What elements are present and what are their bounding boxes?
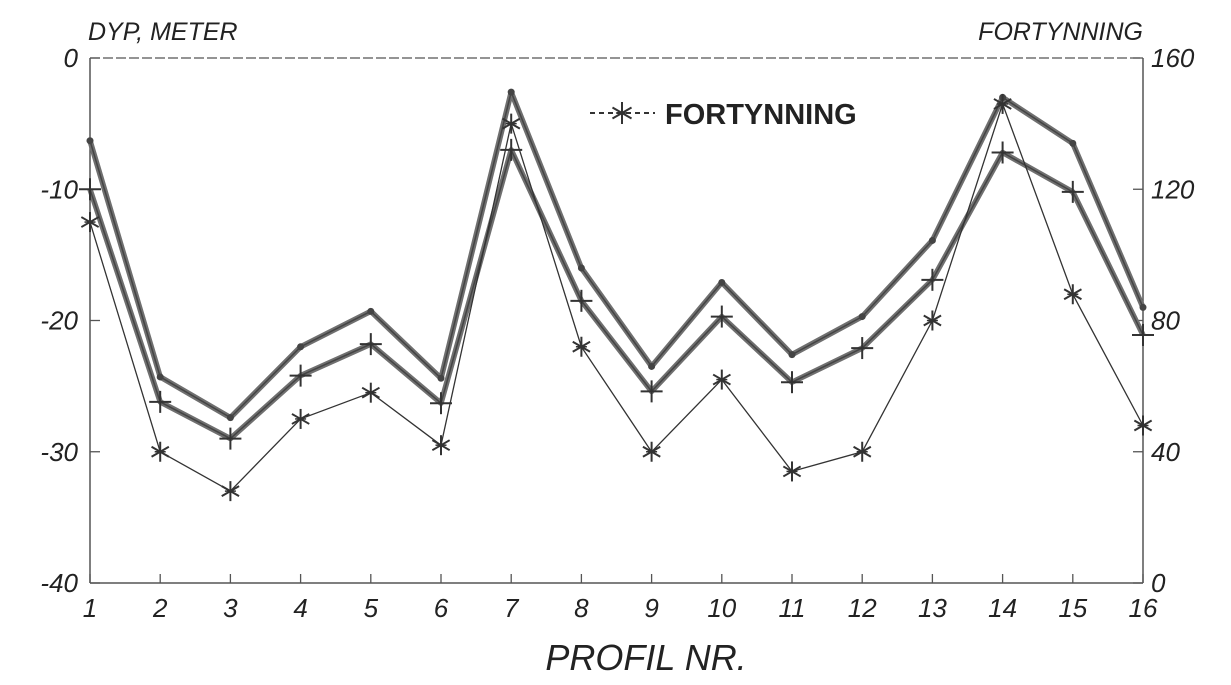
left-axis-title: DYP, METER [88, 18, 238, 46]
data-point-dot [437, 374, 445, 382]
data-point-asterisk [431, 435, 451, 456]
x-tick-label: 6 [434, 593, 449, 623]
data-point-plus [1061, 180, 1084, 203]
data-point-asterisk [923, 310, 942, 331]
legend: FORTYNNING [590, 99, 857, 131]
x-tick-label: 2 [152, 593, 168, 623]
x-tick-label: 7 [504, 593, 520, 623]
data-point-dot [86, 137, 94, 145]
data-point-dot [297, 343, 305, 351]
series-line-core [89, 149, 1144, 440]
data-point-dot [156, 373, 164, 381]
x-tick-label: 3 [223, 593, 238, 623]
data-point-dot [858, 313, 866, 321]
data-point-plus [289, 364, 312, 387]
data-point-plus [781, 371, 803, 394]
left-y-tick-label: -20 [40, 306, 78, 336]
data-point-plus [570, 289, 593, 312]
x-tick-label: 9 [644, 593, 658, 623]
series-3 [80, 93, 1153, 502]
left-y-tick-label: -40 [40, 568, 78, 598]
x-tick-label: 4 [293, 593, 307, 623]
data-point-asterisk [712, 369, 731, 390]
right-y-tick-label: 80 [1151, 306, 1180, 336]
right-y-tick-label: 0 [1151, 568, 1166, 598]
data-point-plus [991, 141, 1014, 164]
data-point-asterisk [361, 382, 380, 403]
legend-label: FORTYNNING [665, 99, 857, 131]
x-tick-label: 1 [83, 593, 97, 623]
data-point-asterisk [221, 481, 240, 502]
data-point-dot [718, 278, 726, 286]
series-2 [79, 138, 1154, 450]
data-point-asterisk [853, 441, 872, 462]
x-tick-label: 16 [1129, 593, 1158, 623]
data-point-dot [1069, 139, 1077, 147]
data-point-asterisk [572, 336, 591, 357]
data-point-dot [507, 88, 515, 96]
left-y-tick-label: 0 [64, 43, 79, 73]
data-point-dot [367, 307, 375, 315]
data-point-plus [79, 178, 101, 201]
data-point-asterisk [502, 113, 521, 134]
x-tick-label: 13 [918, 593, 947, 623]
data-point-dot [928, 236, 936, 244]
left-y-tick-label: -30 [40, 437, 78, 467]
data-point-plus [219, 427, 242, 450]
data-point-asterisk [151, 441, 170, 462]
data-point-dot [577, 264, 585, 272]
series-group [79, 88, 1154, 502]
x-axis-label: PROFIL NR. [545, 637, 746, 678]
data-point-plus [851, 337, 874, 360]
right-y-tick-label: 40 [1151, 437, 1180, 467]
data-point-plus [430, 392, 452, 415]
data-point-plus [359, 333, 382, 356]
data-point-plus [921, 268, 944, 291]
data-point-dot [648, 362, 656, 370]
data-point-asterisk [1133, 415, 1153, 436]
legend-asterisk [611, 102, 633, 124]
series-line [89, 101, 1144, 492]
x-tick-label: 11 [779, 593, 806, 623]
data-point-asterisk [782, 461, 802, 482]
data-point-asterisk [993, 93, 1012, 114]
right-y-tick-label: 120 [1151, 174, 1195, 204]
x-tick-label: 8 [574, 593, 589, 623]
data-point-dot [1139, 303, 1147, 311]
data-point-plus [500, 138, 523, 161]
tick-labels: 1 2 3 4 5 6 7 8 9 10 11 12 13 14 15 160-10-20-30-401601… [40, 43, 1194, 623]
x-tick-label: 14 [988, 593, 1017, 623]
data-point-asterisk [642, 441, 661, 462]
data-point-plus [149, 390, 172, 413]
left-y-tick-label: -10 [40, 174, 78, 204]
series-1 [86, 88, 1147, 422]
data-point-asterisk [291, 408, 310, 429]
data-point-asterisk [1063, 284, 1082, 305]
x-tick-label: 5 [364, 593, 379, 623]
legend-asterisk-icon [611, 102, 633, 124]
x-tick-label: 15 [1058, 593, 1087, 623]
right-y-tick-label: 160 [1151, 43, 1195, 73]
x-tick-label: 12 [848, 593, 877, 623]
data-point-dot [788, 351, 796, 359]
data-point-plus [640, 380, 663, 403]
data-point-plus [1132, 323, 1154, 346]
x-tick-label: 10 [707, 593, 736, 623]
right-axis-title: FORTYNNING [978, 18, 1143, 46]
data-point-asterisk [80, 212, 100, 233]
series-line-core [89, 91, 1144, 419]
data-point-plus [710, 305, 733, 328]
data-point-dot [226, 414, 234, 422]
